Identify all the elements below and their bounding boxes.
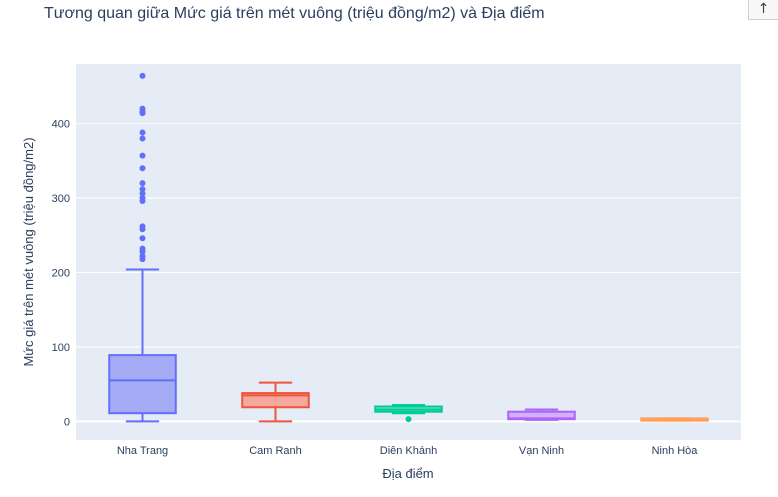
x-tick-label: Ninh Hòa <box>652 445 699 457</box>
box-3 <box>507 408 576 421</box>
outlier-point <box>139 152 146 159</box>
box-1 <box>241 381 310 423</box>
x-axis-ticks: Nha Trang Cam Ranh Diên Khánh Vạn Ninh Ninh … <box>117 445 698 457</box>
outlier-point <box>139 186 146 193</box>
box-0 <box>108 72 177 423</box>
y-tick-label: 100 <box>52 342 70 354</box>
y-axis-ticks: 0 100 200 300 400 <box>52 119 70 429</box>
outlier-point <box>139 235 146 242</box>
box-4 <box>640 417 709 422</box>
outlier-point <box>139 135 146 142</box>
box-2 <box>374 404 443 423</box>
x-tick-label: Nha Trang <box>117 445 168 457</box>
arrow-up-icon: ↑ <box>757 1 770 17</box>
y-tick-label: 400 <box>52 119 70 131</box>
chart-title: Tương quan giữa Mức giá trên mét vuông (… <box>44 5 545 22</box>
outlier-point <box>139 180 146 187</box>
x-tick-label: Cam Ranh <box>249 445 302 457</box>
outlier-point <box>139 223 146 230</box>
y-tick-label: 200 <box>52 267 70 279</box>
outlier-point <box>139 129 146 136</box>
plot-area <box>76 64 741 440</box>
outlier-point <box>139 195 146 202</box>
outlier-point <box>139 105 146 112</box>
outlier-point <box>405 416 412 423</box>
outlier-point <box>139 165 146 172</box>
outlier-point <box>139 253 146 260</box>
x-tick-label: Vạn Ninh <box>519 445 564 457</box>
y-tick-label: 0 <box>64 416 70 428</box>
scroll-up-button[interactable]: ↑ <box>748 0 778 20</box>
outlier-point <box>139 245 146 252</box>
y-tick-label: 300 <box>52 193 70 205</box>
x-axis-title: Địa điểm <box>382 466 433 481</box>
outlier-point <box>139 72 146 79</box>
y-axis-title: Mức giá trên mét vuông (triệu đồng/m2) <box>21 137 36 366</box>
boxes <box>108 72 709 423</box>
box-iqr <box>241 392 310 409</box>
box-iqr <box>108 354 177 415</box>
x-tick-label: Diên Khánh <box>380 445 438 457</box>
outlier-point <box>139 190 146 197</box>
